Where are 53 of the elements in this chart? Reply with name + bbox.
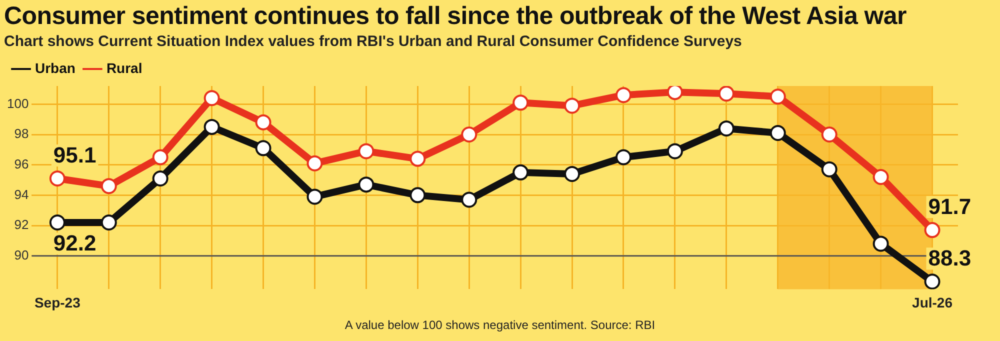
point [718,86,734,102]
point [924,222,940,238]
point [461,192,478,208]
y-tick-label: 98 [14,126,29,142]
point [152,149,168,166]
point [872,168,889,185]
point [512,94,529,111]
data-label: 91.7 [928,194,972,220]
y-tick-label: 94 [14,186,29,202]
x-tick-label: Sep-23 [34,294,81,310]
point [666,143,683,160]
point [410,187,426,204]
point [821,161,838,178]
data-label: 92.2 [53,230,96,256]
point [100,214,117,230]
legend-label: Rural [106,60,142,76]
point [564,166,580,182]
point [718,120,734,136]
point [204,118,220,135]
point [770,125,786,142]
y-tick-label: 96 [14,156,29,172]
chart-title: Consumer sentiment continues to fall since the outbreak of the West Asia war [4,2,906,31]
point [152,170,168,186]
point [410,150,426,167]
point [49,170,66,186]
y-tick-label: 90 [14,247,29,262]
point [821,126,838,143]
point [306,155,323,172]
x-tick-label: Jul-26 [912,294,953,310]
point [100,178,117,194]
point [49,214,66,230]
y-tick-label: 100 [6,96,29,111]
point [358,176,374,193]
point [564,98,580,114]
point [255,140,272,156]
point [616,87,632,104]
point [204,90,220,106]
data-label: 95.1 [53,142,96,168]
point [616,149,632,166]
point [358,143,374,160]
point [666,86,683,100]
point [872,236,889,252]
legend-label: Urban [35,60,76,76]
point [512,164,529,180]
point [306,188,323,205]
point [255,114,272,130]
y-tick-label: 92 [14,217,29,232]
point [924,274,940,290]
text: A value below 100 shows negative sentiment. Source: RBI [344,318,656,332]
point [770,88,786,105]
data-label: 88.3 [928,246,972,271]
point [461,126,478,143]
chart-subtitle: Chart shows Current Situation Index values from RBI's Urban and Rural Consumer Confidence Surveys [4,33,742,50]
